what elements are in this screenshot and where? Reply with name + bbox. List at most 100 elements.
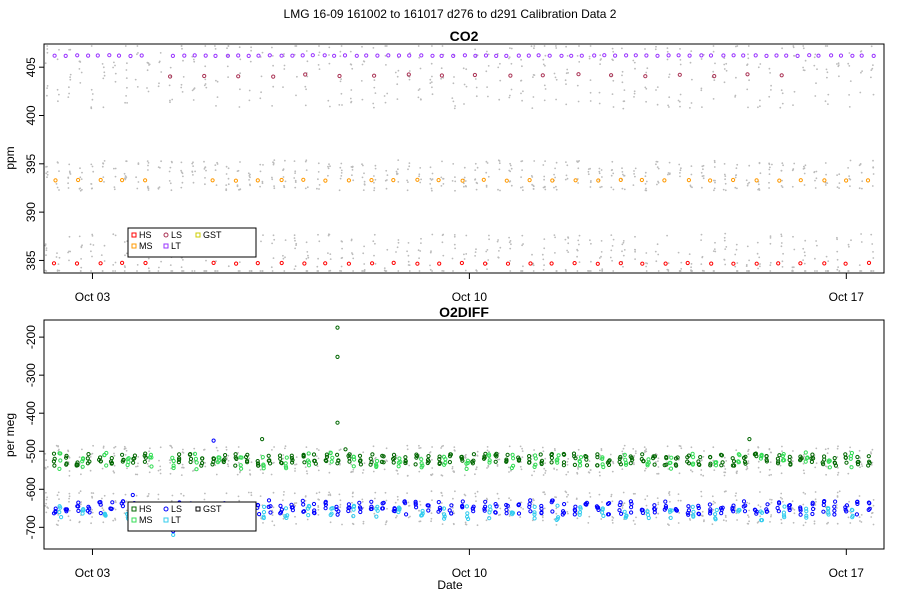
background-point [45, 166, 47, 168]
background-point [486, 446, 489, 448]
data-point-ms [57, 451, 62, 456]
background-point [420, 242, 422, 245]
data-point-lt [332, 53, 337, 58]
background-point [125, 69, 128, 71]
background-point [475, 86, 478, 89]
background-point [318, 498, 320, 501]
background-point [102, 447, 105, 449]
background-point [667, 468, 670, 470]
background-point [541, 514, 544, 517]
background-point [338, 104, 341, 106]
data-point-lt [555, 503, 560, 508]
data-point-ms [754, 178, 759, 183]
background-point [838, 75, 840, 78]
data-point-ms [527, 178, 532, 183]
background-point [361, 472, 364, 474]
background-point [294, 265, 297, 268]
background-point [68, 163, 71, 166]
background-point [226, 463, 229, 466]
data-point-lt [364, 53, 369, 58]
data-point-hs [212, 456, 217, 461]
background-point [103, 244, 106, 247]
data-point-hs [437, 461, 442, 466]
data-point-ls [347, 505, 352, 510]
data-point-hs [572, 261, 577, 266]
data-point-lt [721, 53, 726, 58]
background-point [747, 450, 749, 453]
data-point-ls [271, 74, 276, 79]
background-point [431, 458, 433, 461]
background-point [227, 167, 230, 170]
background-point [429, 251, 432, 254]
background-point [544, 185, 546, 188]
background-point [68, 497, 70, 500]
background-point [759, 491, 761, 493]
data-point-ms [171, 463, 176, 468]
data-point-ls [357, 505, 363, 510]
background-point [294, 470, 296, 472]
background-point [723, 239, 726, 242]
background-point [58, 170, 60, 173]
background-point [745, 468, 748, 471]
background-point [45, 249, 48, 252]
data-point-ls [629, 510, 634, 515]
data-point-ms [460, 178, 465, 183]
background-point [700, 495, 703, 498]
background-point [847, 62, 850, 65]
background-point [826, 465, 828, 468]
background-point [645, 71, 648, 74]
background-point [397, 239, 400, 241]
background-point [327, 165, 329, 168]
data-point-hs [86, 452, 91, 457]
background-point [136, 465, 139, 468]
data-point-hs [743, 454, 748, 459]
background-point [860, 514, 863, 516]
background-point [678, 100, 681, 103]
background-point [598, 471, 601, 474]
data-point-ms [76, 177, 81, 183]
background-point [735, 76, 737, 79]
data-point-hs [177, 456, 182, 461]
background-point [329, 253, 332, 256]
background-point [847, 167, 849, 169]
background-point [113, 454, 116, 457]
background-point [779, 496, 782, 499]
background-point [45, 498, 48, 501]
background-point [395, 251, 397, 253]
background-point [384, 491, 387, 494]
background-point [101, 507, 104, 510]
data-point-ms [58, 458, 63, 463]
background-point [576, 84, 579, 87]
background-point [440, 474, 443, 476]
background-point [441, 494, 444, 497]
data-point-ms [618, 177, 623, 182]
background-point [295, 523, 297, 525]
background-point [44, 243, 47, 246]
background-point [541, 446, 544, 449]
background-point [462, 67, 465, 70]
background-point [577, 448, 580, 451]
data-point-ls [854, 512, 860, 517]
data-point-ms [803, 459, 808, 464]
background-point [599, 474, 601, 477]
background-point [566, 164, 569, 167]
background-point [814, 466, 817, 469]
background-point [453, 234, 456, 236]
background-point [261, 182, 264, 185]
data-point-ls [323, 506, 328, 511]
background-point [645, 100, 647, 103]
background-point [249, 173, 251, 176]
data-point-ls [236, 74, 241, 79]
data-point-hs [719, 463, 724, 468]
background-point [826, 182, 829, 185]
data-point-hs [324, 454, 330, 459]
background-point [57, 491, 60, 494]
background-point [58, 256, 61, 259]
background-point [487, 464, 490, 467]
background-point [802, 491, 805, 494]
background-point [578, 261, 581, 263]
data-point-hs [391, 260, 396, 265]
background-point [555, 188, 558, 191]
data-point-ms [645, 463, 650, 468]
